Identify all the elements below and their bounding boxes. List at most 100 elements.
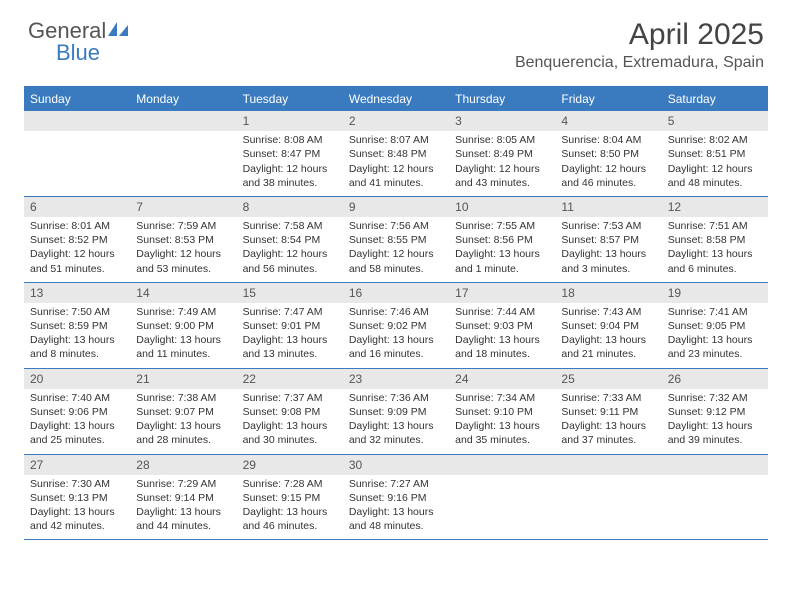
sunset-text: Sunset: 9:16 PM: [349, 491, 443, 505]
daylight-text: Daylight: 13 hours and 28 minutes.: [136, 419, 230, 447]
day-number: 22: [237, 369, 343, 389]
daylight-text: Daylight: 13 hours and 30 minutes.: [243, 419, 337, 447]
sunset-text: Sunset: 9:12 PM: [668, 405, 762, 419]
calendar-cell: 22Sunrise: 7:37 AMSunset: 9:08 PMDayligh…: [237, 369, 343, 454]
sunset-text: Sunset: 9:13 PM: [30, 491, 124, 505]
cell-body: Sunrise: 7:37 AMSunset: 9:08 PMDaylight:…: [237, 391, 343, 448]
daylight-text: Daylight: 12 hours and 41 minutes.: [349, 162, 443, 190]
day-number: 13: [24, 283, 130, 303]
sunset-text: Sunset: 9:06 PM: [30, 405, 124, 419]
sunrise-text: Sunrise: 8:08 AM: [243, 133, 337, 147]
calendar-cell: 14Sunrise: 7:49 AMSunset: 9:00 PMDayligh…: [130, 283, 236, 368]
day-number: 12: [662, 197, 768, 217]
sunset-text: Sunset: 8:49 PM: [455, 147, 549, 161]
calendar-cell: 9Sunrise: 7:56 AMSunset: 8:55 PMDaylight…: [343, 197, 449, 282]
page-title: April 2025: [515, 18, 764, 52]
daylight-text: Daylight: 13 hours and 3 minutes.: [561, 247, 655, 275]
calendar-cell: 21Sunrise: 7:38 AMSunset: 9:07 PMDayligh…: [130, 369, 236, 454]
day-number: 1: [237, 111, 343, 131]
sunset-text: Sunset: 9:08 PM: [243, 405, 337, 419]
calendar-cell: 15Sunrise: 7:47 AMSunset: 9:01 PMDayligh…: [237, 283, 343, 368]
sunset-text: Sunset: 8:55 PM: [349, 233, 443, 247]
calendar-cell: 18Sunrise: 7:43 AMSunset: 9:04 PMDayligh…: [555, 283, 661, 368]
daylight-text: Daylight: 13 hours and 11 minutes.: [136, 333, 230, 361]
sunset-text: Sunset: 9:01 PM: [243, 319, 337, 333]
daylight-text: Daylight: 13 hours and 8 minutes.: [30, 333, 124, 361]
sunset-text: Sunset: 9:02 PM: [349, 319, 443, 333]
sunrise-text: Sunrise: 7:33 AM: [561, 391, 655, 405]
sunrise-text: Sunrise: 7:32 AM: [668, 391, 762, 405]
day-number: 3: [449, 111, 555, 131]
sunrise-text: Sunrise: 8:01 AM: [30, 219, 124, 233]
sunrise-text: Sunrise: 7:37 AM: [243, 391, 337, 405]
daylight-text: Daylight: 13 hours and 18 minutes.: [455, 333, 549, 361]
day-number: 4: [555, 111, 661, 131]
day-number: 27: [24, 455, 130, 475]
cell-body: Sunrise: 7:43 AMSunset: 9:04 PMDaylight:…: [555, 305, 661, 362]
daylight-text: Daylight: 12 hours and 46 minutes.: [561, 162, 655, 190]
cell-body: Sunrise: 7:33 AMSunset: 9:11 PMDaylight:…: [555, 391, 661, 448]
dow-saturday: Saturday: [662, 87, 768, 111]
dow-wednesday: Wednesday: [343, 87, 449, 111]
calendar-week: 1Sunrise: 8:08 AMSunset: 8:47 PMDaylight…: [24, 111, 768, 197]
calendar-cell: [24, 111, 130, 196]
day-number: 6: [24, 197, 130, 217]
sunset-text: Sunset: 8:52 PM: [30, 233, 124, 247]
cell-body: Sunrise: 7:59 AMSunset: 8:53 PMDaylight:…: [130, 219, 236, 276]
sunrise-text: Sunrise: 7:27 AM: [349, 477, 443, 491]
sunrise-text: Sunrise: 8:02 AM: [668, 133, 762, 147]
calendar-cell: 24Sunrise: 7:34 AMSunset: 9:10 PMDayligh…: [449, 369, 555, 454]
daylight-text: Daylight: 13 hours and 42 minutes.: [30, 505, 124, 533]
calendar: Sunday Monday Tuesday Wednesday Thursday…: [24, 86, 768, 540]
day-number: 2: [343, 111, 449, 131]
cell-body: Sunrise: 7:41 AMSunset: 9:05 PMDaylight:…: [662, 305, 768, 362]
day-number: 8: [237, 197, 343, 217]
cell-body: Sunrise: 7:56 AMSunset: 8:55 PMDaylight:…: [343, 219, 449, 276]
sunrise-text: Sunrise: 7:38 AM: [136, 391, 230, 405]
daylight-text: Daylight: 13 hours and 16 minutes.: [349, 333, 443, 361]
cell-body: Sunrise: 7:28 AMSunset: 9:15 PMDaylight:…: [237, 477, 343, 534]
day-number: 26: [662, 369, 768, 389]
sunset-text: Sunset: 8:50 PM: [561, 147, 655, 161]
sunset-text: Sunset: 8:57 PM: [561, 233, 655, 247]
cell-body: Sunrise: 7:55 AMSunset: 8:56 PMDaylight:…: [449, 219, 555, 276]
sunset-text: Sunset: 8:48 PM: [349, 147, 443, 161]
day-number: 17: [449, 283, 555, 303]
calendar-week: 13Sunrise: 7:50 AMSunset: 8:59 PMDayligh…: [24, 283, 768, 369]
cell-body: Sunrise: 7:32 AMSunset: 9:12 PMDaylight:…: [662, 391, 768, 448]
day-number: 10: [449, 197, 555, 217]
sunset-text: Sunset: 8:59 PM: [30, 319, 124, 333]
calendar-cell: 7Sunrise: 7:59 AMSunset: 8:53 PMDaylight…: [130, 197, 236, 282]
calendar-cell: 4 Sunrise: 8:04 AMSunset: 8:50 PMDaylight…: [555, 111, 661, 196]
sunrise-text: Sunrise: 8:07 AM: [349, 133, 443, 147]
calendar-cell: 29Sunrise: 7:28 AMSunset: 9:15 PMDayligh…: [237, 455, 343, 540]
calendar-cell: 1Sunrise: 8:08 AMSunset: 8:47 PMDaylight…: [237, 111, 343, 196]
daylight-text: Daylight: 13 hours and 23 minutes.: [668, 333, 762, 361]
calendar-cell: 13Sunrise: 7:50 AMSunset: 8:59 PMDayligh…: [24, 283, 130, 368]
sunrise-text: Sunrise: 8:04 AM: [561, 133, 655, 147]
calendar-cell: 11Sunrise: 7:53 AMSunset: 8:57 PMDayligh…: [555, 197, 661, 282]
calendar-cell: [662, 455, 768, 540]
calendar-cell: 30Sunrise: 7:27 AMSunset: 9:16 PMDayligh…: [343, 455, 449, 540]
calendar-cell: 6Sunrise: 8:01 AMSunset: 8:52 PMDaylight…: [24, 197, 130, 282]
sunrise-text: Sunrise: 7:40 AM: [30, 391, 124, 405]
day-number: 16: [343, 283, 449, 303]
calendar-cell: 26Sunrise: 7:32 AMSunset: 9:12 PMDayligh…: [662, 369, 768, 454]
daylight-text: Daylight: 12 hours and 43 minutes.: [455, 162, 549, 190]
day-number: [24, 111, 130, 131]
calendar-cell: 8Sunrise: 7:58 AMSunset: 8:54 PMDaylight…: [237, 197, 343, 282]
cell-body: Sunrise: 7:47 AMSunset: 9:01 PMDaylight:…: [237, 305, 343, 362]
sunrise-text: Sunrise: 7:44 AM: [455, 305, 549, 319]
daylight-text: Daylight: 13 hours and 6 minutes.: [668, 247, 762, 275]
location-subtitle: Benquerencia, Extremadura, Spain: [515, 54, 764, 72]
sunrise-text: Sunrise: 7:34 AM: [455, 391, 549, 405]
cell-body: Sunrise: 8:02 AMSunset: 8:51 PMDaylight:…: [662, 133, 768, 190]
day-number: 23: [343, 369, 449, 389]
header: GeneralBlue April 2025 Benquerencia, Ext…: [0, 0, 792, 78]
sunrise-text: Sunrise: 7:29 AM: [136, 477, 230, 491]
daylight-text: Daylight: 13 hours and 21 minutes.: [561, 333, 655, 361]
cell-body: Sunrise: 7:30 AMSunset: 9:13 PMDaylight:…: [24, 477, 130, 534]
day-of-week-header: Sunday Monday Tuesday Wednesday Thursday…: [24, 87, 768, 111]
calendar-cell: 3Sunrise: 8:05 AMSunset: 8:49 PMDaylight…: [449, 111, 555, 196]
day-number: 9: [343, 197, 449, 217]
